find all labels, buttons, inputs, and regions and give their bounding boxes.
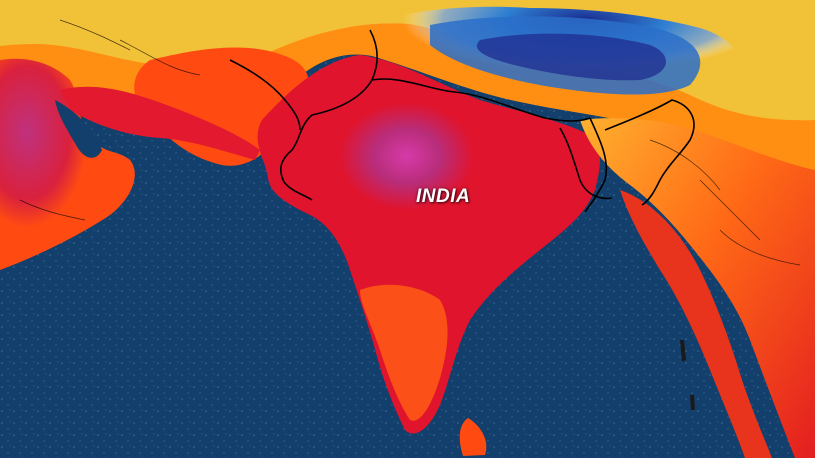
country-borders bbox=[229, 29, 695, 213]
andaman-islands bbox=[680, 340, 695, 410]
india-label: INDIA bbox=[416, 186, 471, 207]
india-south-orange bbox=[360, 284, 448, 421]
tibet-deep bbox=[476, 33, 667, 81]
minor-borders bbox=[19, 19, 801, 266]
arabian-peninsula bbox=[0, 58, 135, 270]
persian-gulf bbox=[55, 100, 102, 158]
southeast-asia bbox=[580, 118, 815, 458]
iran-coast bbox=[60, 86, 260, 160]
sri-lanka bbox=[459, 418, 487, 456]
myanmar-coast bbox=[620, 190, 772, 458]
india-hot-core bbox=[290, 79, 515, 259]
